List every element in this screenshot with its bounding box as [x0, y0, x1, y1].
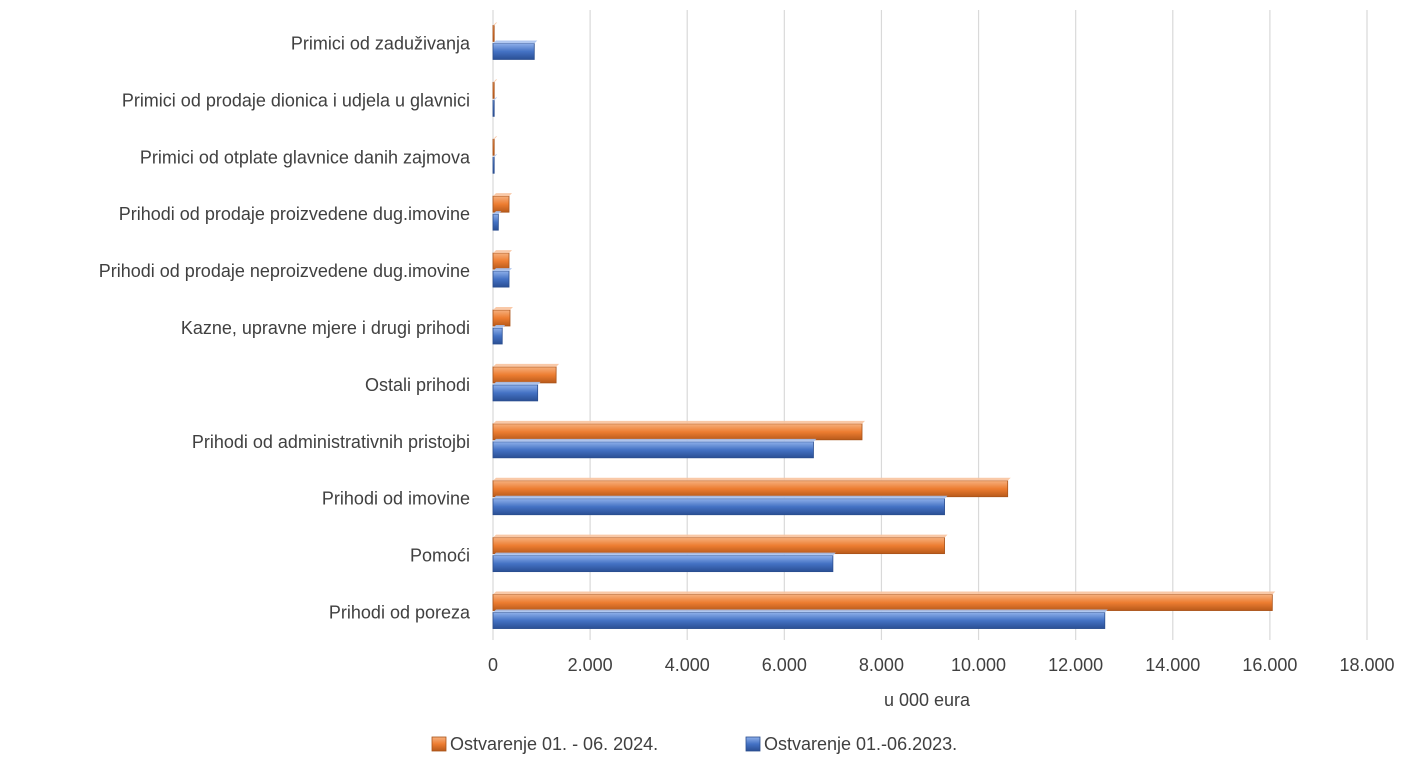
bar: [492, 591, 1276, 611]
bar-top: [493, 325, 506, 328]
bar-top: [493, 136, 498, 140]
bar-top: [493, 381, 541, 385]
bar-face: [492, 384, 539, 402]
x-tick-label: 8.000: [859, 655, 904, 675]
x-tick-label: 2.000: [568, 655, 613, 675]
bar-top: [493, 591, 1276, 595]
legend-label: Ostvarenje 01.-06.2023.: [764, 734, 957, 754]
legend-swatch: [745, 736, 761, 752]
category-label: Kazne, upravne mjere i drugi prihodi: [181, 318, 470, 338]
bar-face: [492, 138, 495, 156]
bar-top: [493, 154, 498, 158]
category-label: Prihodi od prodaje proizvedene dug.imovi…: [119, 204, 470, 224]
bar-top: [493, 609, 1108, 613]
category-label: Ostali prihodi: [365, 375, 470, 395]
x-tick-label: 10.000: [951, 655, 1006, 675]
x-tick-label: 14.000: [1145, 655, 1200, 675]
bar: [492, 250, 513, 270]
bar-face: [492, 252, 510, 270]
category-label: Primici od prodaje dionica i udjela u gl…: [122, 90, 470, 110]
x-tick-label: 16.000: [1242, 655, 1297, 675]
x-tick-label: 12.000: [1048, 655, 1103, 675]
bar-face: [492, 309, 511, 327]
bar-top: [493, 534, 948, 538]
x-axis-title: u 000 eura: [884, 690, 971, 710]
bar-top: [493, 97, 498, 101]
bar: [492, 609, 1108, 629]
bar-top: [493, 552, 836, 556]
bar-top: [493, 363, 560, 367]
bar-top: [493, 268, 513, 272]
bars: [492, 22, 1276, 629]
bar: [492, 381, 541, 402]
bar-top: [493, 420, 866, 424]
bar-top: [493, 211, 502, 215]
bar: [492, 211, 502, 231]
x-tick-label: 18.000: [1339, 655, 1394, 675]
bar-face: [492, 213, 499, 231]
x-tick-label: 0: [488, 655, 498, 675]
category-label: Primici od zaduživanja: [291, 33, 471, 53]
x-tick-label: 6.000: [762, 655, 807, 675]
bar: [492, 495, 948, 516]
category-labels: Prihodi od poreza Pomoći Prihodi od imovin…: [99, 33, 471, 622]
bar-face: [492, 423, 863, 441]
legend-label: Ostvarenje 01. - 06. 2024.: [450, 734, 658, 754]
bar-face: [492, 366, 557, 384]
bar-top: [493, 193, 513, 197]
bar: [492, 325, 506, 345]
bar: [492, 193, 513, 213]
bar-face: [492, 327, 503, 345]
legend-swatch: [431, 736, 447, 752]
bar-face: [492, 195, 510, 213]
bar-top: [493, 250, 513, 254]
bar-top: [493, 438, 817, 442]
bar: [492, 534, 948, 555]
bar-top: [493, 477, 1011, 481]
bar-face: [492, 43, 535, 60]
category-label: Prihodi od poreza: [329, 603, 471, 623]
bar-face: [492, 480, 1009, 498]
bar-face: [492, 537, 945, 555]
bar-top: [493, 40, 538, 44]
bar: [492, 420, 866, 441]
bar-face: [492, 99, 495, 117]
category-label: Prihodi od prodaje neproizvedene dug.imo…: [99, 261, 470, 281]
bar: [492, 268, 513, 288]
bar: [492, 40, 538, 60]
bar: [492, 154, 498, 174]
bar: [492, 477, 1011, 498]
bar-face: [492, 25, 495, 42]
bar: [492, 22, 498, 42]
bar-face: [492, 498, 945, 516]
bar-face: [492, 81, 495, 99]
bar-face: [492, 555, 834, 573]
bar-top: [493, 495, 948, 499]
category-label: Prihodi od administrativnih pristojbi: [192, 432, 470, 452]
gridlines: [492, 10, 1368, 640]
x-tick-labels: 0 2.000 4.000 6.000 8.000 10.000 12.000 14.000 1…: [488, 655, 1395, 675]
x-tick-label: 4.000: [665, 655, 710, 675]
bar-top: [493, 22, 498, 26]
bar: [492, 97, 498, 117]
bar: [492, 552, 836, 573]
bar-face: [492, 441, 814, 459]
bar-top: [493, 307, 513, 310]
bar-face: [492, 594, 1273, 611]
category-label: Prihodi od imovine: [322, 489, 470, 509]
bar: [492, 363, 560, 384]
bar: [492, 438, 817, 459]
bar-face: [492, 612, 1106, 629]
bar-top: [493, 79, 498, 83]
bar: [492, 79, 498, 99]
legend: Ostvarenje 01. - 06. 2024. Ostvarenje 01.…: [431, 734, 957, 754]
category-label: Primici od otplate glavnice danih zajmov…: [140, 147, 471, 167]
bar: [492, 136, 498, 156]
bar-face: [492, 156, 495, 174]
bar-face: [492, 270, 510, 288]
bar: [492, 307, 513, 327]
category-label: Pomoći: [410, 546, 470, 566]
